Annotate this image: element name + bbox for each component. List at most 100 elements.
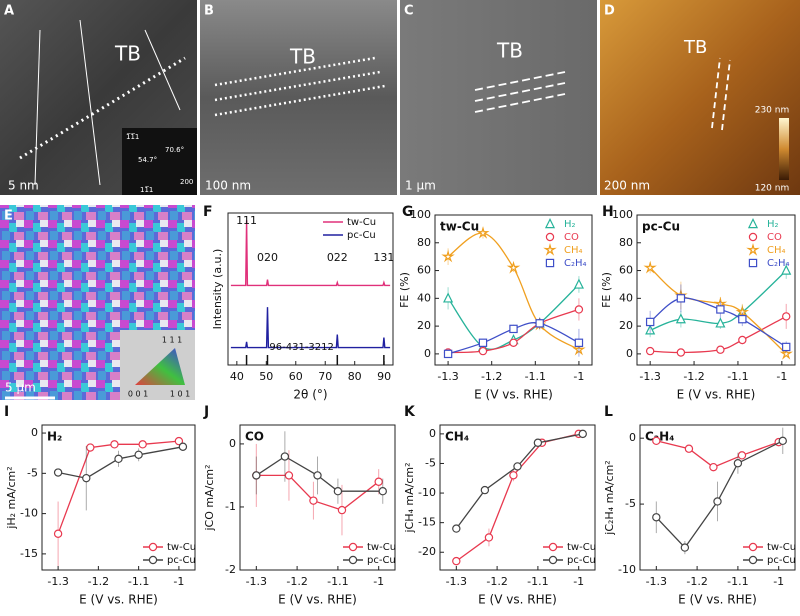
- peak-label: 131: [373, 251, 394, 264]
- legend-label: CH₄: [767, 245, 786, 256]
- legend-label: pc-Cu: [567, 555, 596, 566]
- marker: [374, 477, 383, 486]
- x-tick-label: 60: [289, 370, 303, 383]
- marker: [476, 226, 490, 239]
- panel-letter: E: [4, 209, 13, 224]
- marker: [313, 471, 322, 480]
- marker: [452, 524, 461, 533]
- image-label: 0 0 1: [128, 390, 148, 399]
- y-tick-label: 100: [410, 208, 431, 221]
- image-d: [600, 0, 800, 195]
- y-tick-label: -5: [625, 497, 636, 510]
- y-tick-label: 60: [417, 264, 431, 277]
- plot-frame: [439, 424, 596, 571]
- x-tick-label: -1.3: [446, 575, 467, 588]
- y-tick-label: 60: [619, 264, 633, 277]
- panel-letter: G: [402, 204, 414, 220]
- x-tick-label: -1.3: [437, 370, 458, 383]
- y-tick-label: 0: [229, 437, 236, 450]
- x-tick-label: -1.1: [727, 370, 748, 383]
- legend-label: C₂H₄: [767, 258, 790, 269]
- marker: [178, 442, 188, 451]
- panel-letter: L: [604, 404, 613, 420]
- legend-label: tw-Cu: [347, 217, 376, 228]
- spectrum-line: [230, 220, 391, 287]
- series-line: [455, 433, 583, 529]
- y-tick-label: -10: [618, 563, 636, 576]
- y-tick-label: 0: [424, 347, 431, 360]
- marker: [574, 338, 584, 347]
- marker: [484, 533, 494, 542]
- image-label: TB: [114, 42, 141, 66]
- x-tick-label: -1.2: [286, 575, 307, 588]
- marker: [715, 317, 726, 328]
- x-tick-label: -1.2: [686, 575, 707, 588]
- legend-label: H₂: [767, 219, 779, 230]
- x-tick-label: 80: [348, 370, 362, 383]
- x-axis-label: E (V vs. RHE): [278, 593, 357, 607]
- marker: [509, 324, 518, 334]
- image-label: 200 nm: [604, 179, 650, 193]
- guide-line: [144, 29, 181, 111]
- x-tick-label: -1: [173, 575, 184, 588]
- x-tick-label: -1.1: [327, 575, 348, 588]
- legend-label: CH₄: [564, 245, 583, 256]
- marker: [782, 342, 791, 352]
- marker: [733, 459, 743, 468]
- y-tick-label: 40: [619, 291, 633, 304]
- legend-marker: [545, 258, 555, 268]
- marker: [645, 324, 656, 335]
- marker: [716, 305, 725, 314]
- marker: [684, 444, 694, 453]
- marker: [535, 319, 544, 328]
- chart-title: pc-Cu: [642, 220, 680, 234]
- x-tick-label: -1: [573, 370, 584, 383]
- legend-marker: [748, 258, 758, 268]
- panel-letter: B: [204, 4, 214, 19]
- marker: [645, 317, 655, 327]
- series-line: [455, 433, 579, 562]
- marker: [252, 471, 261, 480]
- plot-frame: [227, 212, 394, 366]
- marker: [82, 473, 91, 483]
- tb-line: [214, 56, 376, 87]
- image-label: 230 nm: [755, 106, 790, 116]
- image-c: [400, 0, 597, 195]
- inset-diffraction: [122, 128, 197, 195]
- x-tick-label: -1.3: [639, 370, 660, 383]
- y-tick-label: -5: [27, 466, 38, 479]
- marker: [716, 345, 725, 354]
- marker: [738, 314, 747, 324]
- y-tick-label: 80: [619, 236, 633, 249]
- tb-line: [474, 71, 566, 91]
- legend-marker: [348, 555, 358, 565]
- plot-frame: [239, 424, 396, 571]
- panel-letter: D: [604, 4, 615, 19]
- marker: [114, 454, 123, 464]
- marker: [53, 468, 63, 477]
- x-tick-label: -1.2: [481, 370, 502, 383]
- y-tick-label: 100: [612, 208, 633, 221]
- legend-marker: [548, 555, 558, 565]
- marker: [506, 260, 521, 274]
- image-label: 5 μm: [5, 381, 36, 395]
- x-tick-label: -1.2: [88, 575, 109, 588]
- y-axis-label: jCH₄ mA/cm²: [403, 462, 416, 533]
- marker: [781, 264, 792, 275]
- tb-line: [19, 56, 186, 160]
- x-tick-label: -1.1: [527, 575, 548, 588]
- marker: [280, 452, 290, 461]
- colorbar: [779, 118, 789, 180]
- image-label: 200: [180, 178, 193, 186]
- x-tick-label: -1.2: [683, 370, 704, 383]
- y-tick-label: 0: [629, 431, 636, 444]
- legend-marker: [544, 218, 556, 229]
- x-tick-label: -1: [773, 575, 784, 588]
- y-axis-label: jC₂H₄ mA/cm²: [603, 460, 616, 535]
- chart-title: H₂: [47, 430, 62, 444]
- image-label: 1̅1̅1: [126, 133, 139, 141]
- peak-label: 020: [257, 251, 278, 264]
- marker: [680, 543, 690, 552]
- x-tick-label: -1.1: [727, 575, 748, 588]
- guide-line: [34, 29, 41, 186]
